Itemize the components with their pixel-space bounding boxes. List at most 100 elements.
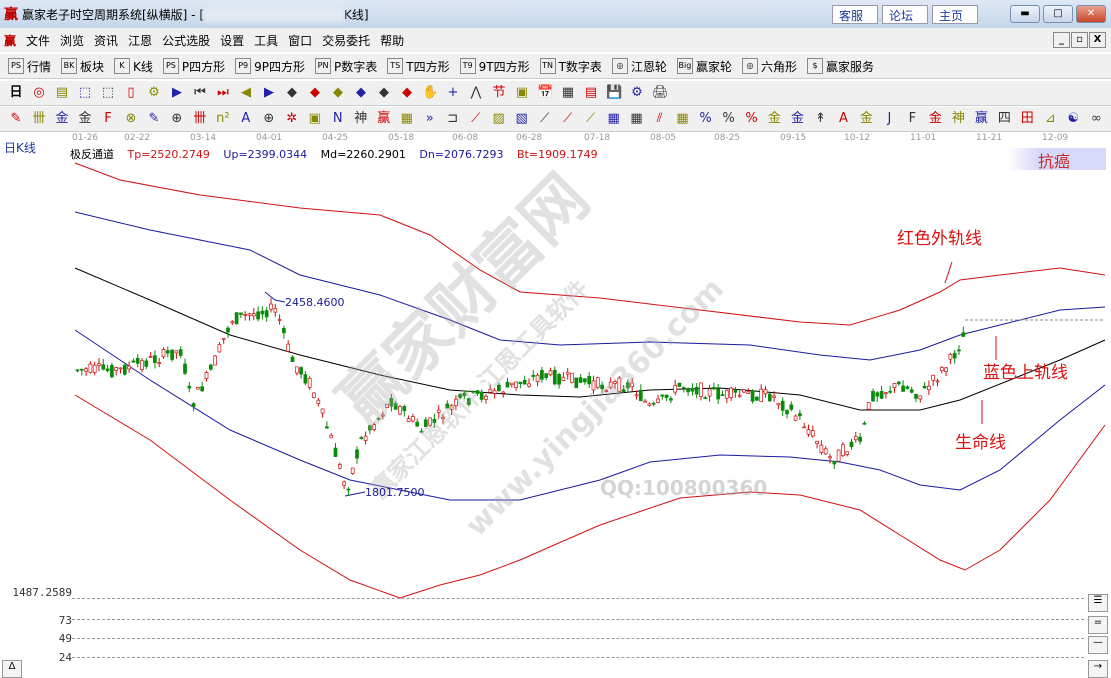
tool-icon[interactable]: ▦: [630, 111, 643, 126]
toolbar-item[interactable]: ◎ 江恩轮: [611, 58, 667, 75]
menu-tools[interactable]: 工具: [254, 33, 279, 48]
menu-help[interactable]: 帮助: [380, 33, 405, 48]
toolbar-item[interactable]: P9 9P四方形: [235, 58, 305, 75]
tool-icon[interactable]: %: [722, 111, 735, 126]
tool-icon[interactable]: ◆: [287, 85, 297, 100]
toolbar-item[interactable]: TS T四方形: [387, 58, 450, 75]
tool-icon[interactable]: 卌: [32, 111, 46, 126]
toolbar-item[interactable]: TN T数字表: [539, 58, 602, 75]
tool-icon[interactable]: ⊗: [125, 111, 137, 126]
tool-icon[interactable]: ↟: [814, 111, 826, 126]
expand-button[interactable]: Δ: [2, 660, 22, 678]
tool-icon[interactable]: ◆: [310, 85, 320, 100]
tool-icon[interactable]: ⏭: [217, 85, 229, 100]
tool-icon[interactable]: ▦: [561, 85, 575, 100]
service-button[interactable]: 客服: [832, 5, 878, 24]
menu-browse[interactable]: 浏览: [60, 33, 85, 48]
forum-button[interactable]: 论坛: [882, 5, 928, 24]
zoom-in-button[interactable]: ☰: [1088, 594, 1108, 612]
tool-icon[interactable]: 赢: [377, 111, 391, 126]
close-button[interactable]: ✕: [1076, 5, 1106, 23]
tool-icon[interactable]: ▤: [584, 85, 598, 100]
tool-icon[interactable]: ◆: [402, 85, 412, 100]
toolbar-item[interactable]: PS P四方形: [162, 58, 225, 75]
tool-icon[interactable]: %: [745, 111, 758, 126]
tool-icon[interactable]: ✲: [286, 111, 298, 126]
toolbar-item[interactable]: PN P数字表: [315, 58, 377, 75]
mdi-minimize-button[interactable]: _: [1053, 32, 1070, 48]
tool-icon[interactable]: ✎: [10, 111, 22, 126]
scroll-right-button[interactable]: →: [1088, 660, 1108, 678]
tool-icon[interactable]: ⊕: [171, 111, 183, 126]
tool-icon[interactable]: ◆: [356, 85, 366, 100]
tool-icon[interactable]: ▶: [264, 85, 274, 100]
tool-icon[interactable]: 神: [951, 111, 965, 126]
tool-icon[interactable]: 金: [790, 111, 804, 126]
toolbar-item[interactable]: BK 板块: [61, 58, 104, 75]
tool-icon[interactable]: ∞: [1090, 111, 1102, 126]
tool-icon[interactable]: ▣: [308, 111, 321, 126]
tool-icon[interactable]: ⚙: [631, 85, 643, 100]
tool-icon[interactable]: ⊐: [447, 111, 459, 126]
toolbar-item[interactable]: K K线: [114, 58, 153, 75]
tool-icon[interactable]: 金: [859, 111, 873, 126]
tool-icon[interactable]: 金: [78, 111, 92, 126]
tool-icon[interactable]: ⊕: [263, 111, 275, 126]
minimize-button[interactable]: ▬: [1010, 5, 1040, 23]
tool-icon[interactable]: ⟋: [540, 111, 550, 126]
tool-icon[interactable]: ⋀: [470, 85, 482, 100]
tool-icon[interactable]: ▦: [676, 111, 689, 126]
zoom-out-button[interactable]: —: [1088, 636, 1108, 654]
tool-icon[interactable]: A: [838, 111, 848, 126]
tool-icon[interactable]: ⬚: [101, 85, 115, 100]
menu-gann[interactable]: 江恩: [128, 33, 153, 48]
maximize-button[interactable]: □: [1043, 5, 1073, 23]
menu-trade[interactable]: 交易委托: [322, 33, 371, 48]
tool-icon[interactable]: 节: [492, 85, 506, 100]
tool-icon[interactable]: 田: [1020, 111, 1034, 126]
tool-icon[interactable]: ▤: [55, 85, 69, 100]
tool-icon[interactable]: ✋: [422, 85, 439, 100]
home-button[interactable]: 主页: [932, 5, 978, 24]
tool-icon[interactable]: 金: [928, 111, 942, 126]
kline-chart[interactable]: [0, 133, 1111, 678]
tool-icon[interactable]: 🖨: [652, 85, 669, 100]
tool-icon[interactable]: F: [104, 111, 112, 126]
tool-icon[interactable]: 💾: [606, 85, 623, 100]
tool-icon[interactable]: A: [241, 111, 251, 126]
tool-icon[interactable]: ⏮: [194, 85, 206, 100]
tool-icon[interactable]: +: [447, 85, 459, 100]
tool-icon[interactable]: ⟋: [471, 111, 481, 126]
menu-info[interactable]: 资讯: [94, 33, 119, 48]
toolbar-item[interactable]: PS 行情: [8, 58, 51, 75]
tool-icon[interactable]: 神: [354, 111, 368, 126]
tool-icon[interactable]: 金: [767, 111, 781, 126]
tool-icon[interactable]: ✎: [148, 111, 160, 126]
tool-icon[interactable]: %: [699, 111, 712, 126]
tool-icon[interactable]: ◀: [241, 85, 251, 100]
tool-icon[interactable]: n²: [216, 111, 230, 126]
tool-icon[interactable]: ◎: [33, 85, 45, 100]
tool-icon[interactable]: 📅: [537, 85, 554, 100]
tool-icon[interactable]: ◆: [379, 85, 389, 100]
menu-file[interactable]: 文件: [26, 33, 51, 48]
menu-formula[interactable]: 公式选股: [162, 33, 211, 48]
toolbar-item[interactable]: T9 9T四方形: [459, 58, 530, 75]
mdi-restore-button[interactable]: ▫: [1071, 32, 1088, 48]
tool-icon[interactable]: ⫽: [656, 111, 663, 126]
tool-icon[interactable]: ◆: [333, 85, 343, 100]
tool-icon[interactable]: 四: [997, 111, 1011, 126]
menu-window[interactable]: 窗口: [288, 33, 313, 48]
toolbar-item[interactable]: $ 赢家服务: [806, 58, 874, 75]
tool-icon[interactable]: F: [908, 111, 917, 126]
mdi-close-button[interactable]: X: [1089, 32, 1106, 48]
tool-icon[interactable]: ▯: [127, 85, 135, 100]
tool-icon[interactable]: ⟋: [563, 111, 573, 126]
tool-icon[interactable]: N: [332, 111, 343, 126]
zoom-button[interactable]: =: [1088, 616, 1108, 634]
tool-icon[interactable]: ⊿: [1044, 111, 1056, 126]
tool-icon[interactable]: »: [425, 111, 434, 126]
tool-icon[interactable]: ▦: [607, 111, 620, 126]
tool-icon[interactable]: ⬚: [78, 85, 92, 100]
tool-icon[interactable]: 赢: [974, 111, 988, 126]
